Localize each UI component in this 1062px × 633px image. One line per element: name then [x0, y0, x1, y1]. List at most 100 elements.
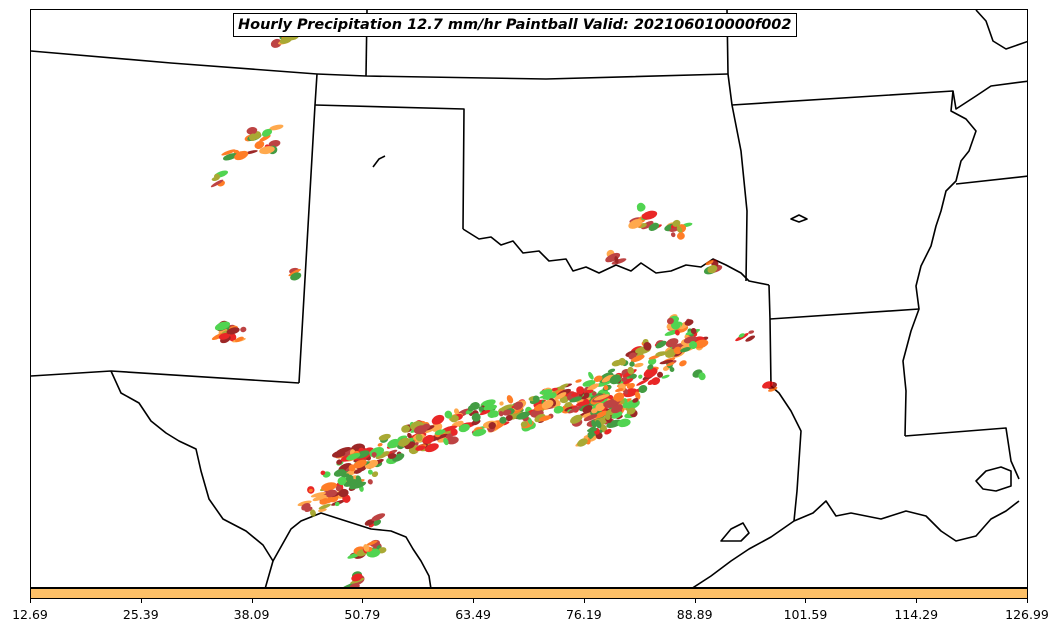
- precip-blob: [583, 392, 590, 398]
- precip-blob: [614, 256, 619, 264]
- precip-blob: [618, 357, 626, 366]
- precip-blob: [669, 367, 675, 372]
- precip-blob: [413, 425, 428, 435]
- precip-blob: [449, 414, 459, 423]
- precip-blob: [333, 469, 346, 477]
- precip-blob: [636, 378, 649, 386]
- precip-blob: [527, 417, 533, 425]
- precip-blob: [269, 124, 284, 131]
- precip-blob: [569, 396, 583, 403]
- precip-blob: [490, 410, 499, 418]
- colorbar-tick: [583, 599, 585, 603]
- precip-blob: [593, 375, 603, 382]
- precip-blob: [310, 509, 316, 517]
- precip-blob: [312, 494, 327, 502]
- precip-blob: [538, 415, 552, 422]
- colorbar-tick: [916, 599, 918, 603]
- colorado-north-border: [31, 50, 318, 75]
- precip-blob: [348, 464, 356, 472]
- precip-blob: [647, 379, 655, 386]
- precip-blob: [211, 176, 219, 182]
- precip-blob: [657, 371, 663, 378]
- precip-blob: [221, 149, 236, 156]
- precip-blob: [337, 476, 347, 486]
- precip-blob: [594, 410, 608, 419]
- precip-blob: [279, 35, 293, 44]
- precip-blob: [628, 218, 643, 229]
- precip-blob: [372, 519, 382, 526]
- precip-blob: [334, 501, 340, 507]
- precip-blob: [577, 438, 588, 447]
- precip-blob: [626, 407, 636, 415]
- precip-blob: [634, 391, 641, 400]
- precip-blob: [576, 386, 585, 395]
- precip-blob: [669, 227, 679, 232]
- precip-blob: [378, 547, 387, 554]
- colorbar-tick-label: 50.79: [344, 607, 381, 622]
- precip-blob: [407, 432, 412, 439]
- precip-blob: [613, 392, 625, 402]
- new-mexico-south-border: [31, 370, 300, 384]
- precip-blob: [684, 319, 694, 326]
- precip-blob: [261, 128, 273, 137]
- precip-blob: [665, 348, 677, 358]
- precip-blob: [441, 425, 458, 432]
- precip-blob: [583, 413, 588, 418]
- precip-blob: [603, 399, 618, 408]
- precip-blob: [234, 150, 249, 161]
- precip-blob: [629, 361, 635, 367]
- precip-blob: [270, 38, 282, 48]
- precip-blob: [748, 330, 755, 334]
- colorbar-tick: [140, 599, 142, 603]
- precip-blob: [558, 383, 569, 389]
- precip-blob: [338, 488, 349, 498]
- precip-blob: [698, 372, 706, 381]
- precip-blob: [367, 469, 373, 475]
- precip-blob: [444, 410, 453, 419]
- precip-blob: [617, 418, 631, 428]
- precip-blob: [387, 453, 397, 459]
- precip-blob: [301, 503, 311, 511]
- precip-blob: [353, 459, 367, 469]
- precip-blob: [677, 232, 685, 240]
- colorbar-tick-label: 38.09: [233, 607, 270, 622]
- precip-blob: [325, 489, 338, 498]
- precip-blob: [582, 404, 593, 414]
- precip-blob: [627, 366, 634, 375]
- oklahoma-arkansas-border: [727, 73, 748, 282]
- precip-blob: [768, 386, 778, 392]
- precip-blob: [498, 411, 504, 417]
- colorbar-tick-label: 88.89: [676, 607, 713, 622]
- colorbar-tick: [362, 599, 364, 603]
- precip-blob: [587, 383, 600, 391]
- arkansas-louisiana-border: [769, 308, 920, 320]
- precip-blob: [707, 265, 718, 274]
- precip-blob: [371, 471, 379, 478]
- precip-blob: [609, 374, 621, 385]
- precip-blob: [648, 358, 657, 365]
- colorbar-tick: [805, 599, 807, 603]
- map-canvas: [31, 10, 1027, 587]
- precip-blob: [345, 474, 354, 483]
- precip-blob: [588, 371, 594, 380]
- precip-blob: [483, 404, 497, 411]
- precip-blob: [320, 470, 326, 476]
- precip-blob: [321, 482, 337, 491]
- precip-blob: [479, 410, 491, 416]
- colorbar-tick: [1027, 599, 1028, 603]
- precip-blob: [310, 491, 326, 498]
- precip-blob: [666, 362, 675, 367]
- nm-lake: [372, 155, 386, 168]
- precip-blob: [571, 392, 579, 397]
- precip-blob: [434, 429, 446, 436]
- precip-blob: [223, 153, 238, 161]
- kansas-south-border: [316, 73, 729, 80]
- precip-blob: [570, 414, 583, 424]
- precip-blob: [375, 451, 390, 460]
- tennessee-border: [955, 175, 1027, 185]
- colorbar-tick-label: 63.49: [455, 607, 492, 622]
- texas-gulf-coast: [692, 520, 795, 587]
- precip-blob: [246, 127, 258, 135]
- precip-blob: [259, 134, 271, 142]
- colorbar-tick: [251, 599, 253, 603]
